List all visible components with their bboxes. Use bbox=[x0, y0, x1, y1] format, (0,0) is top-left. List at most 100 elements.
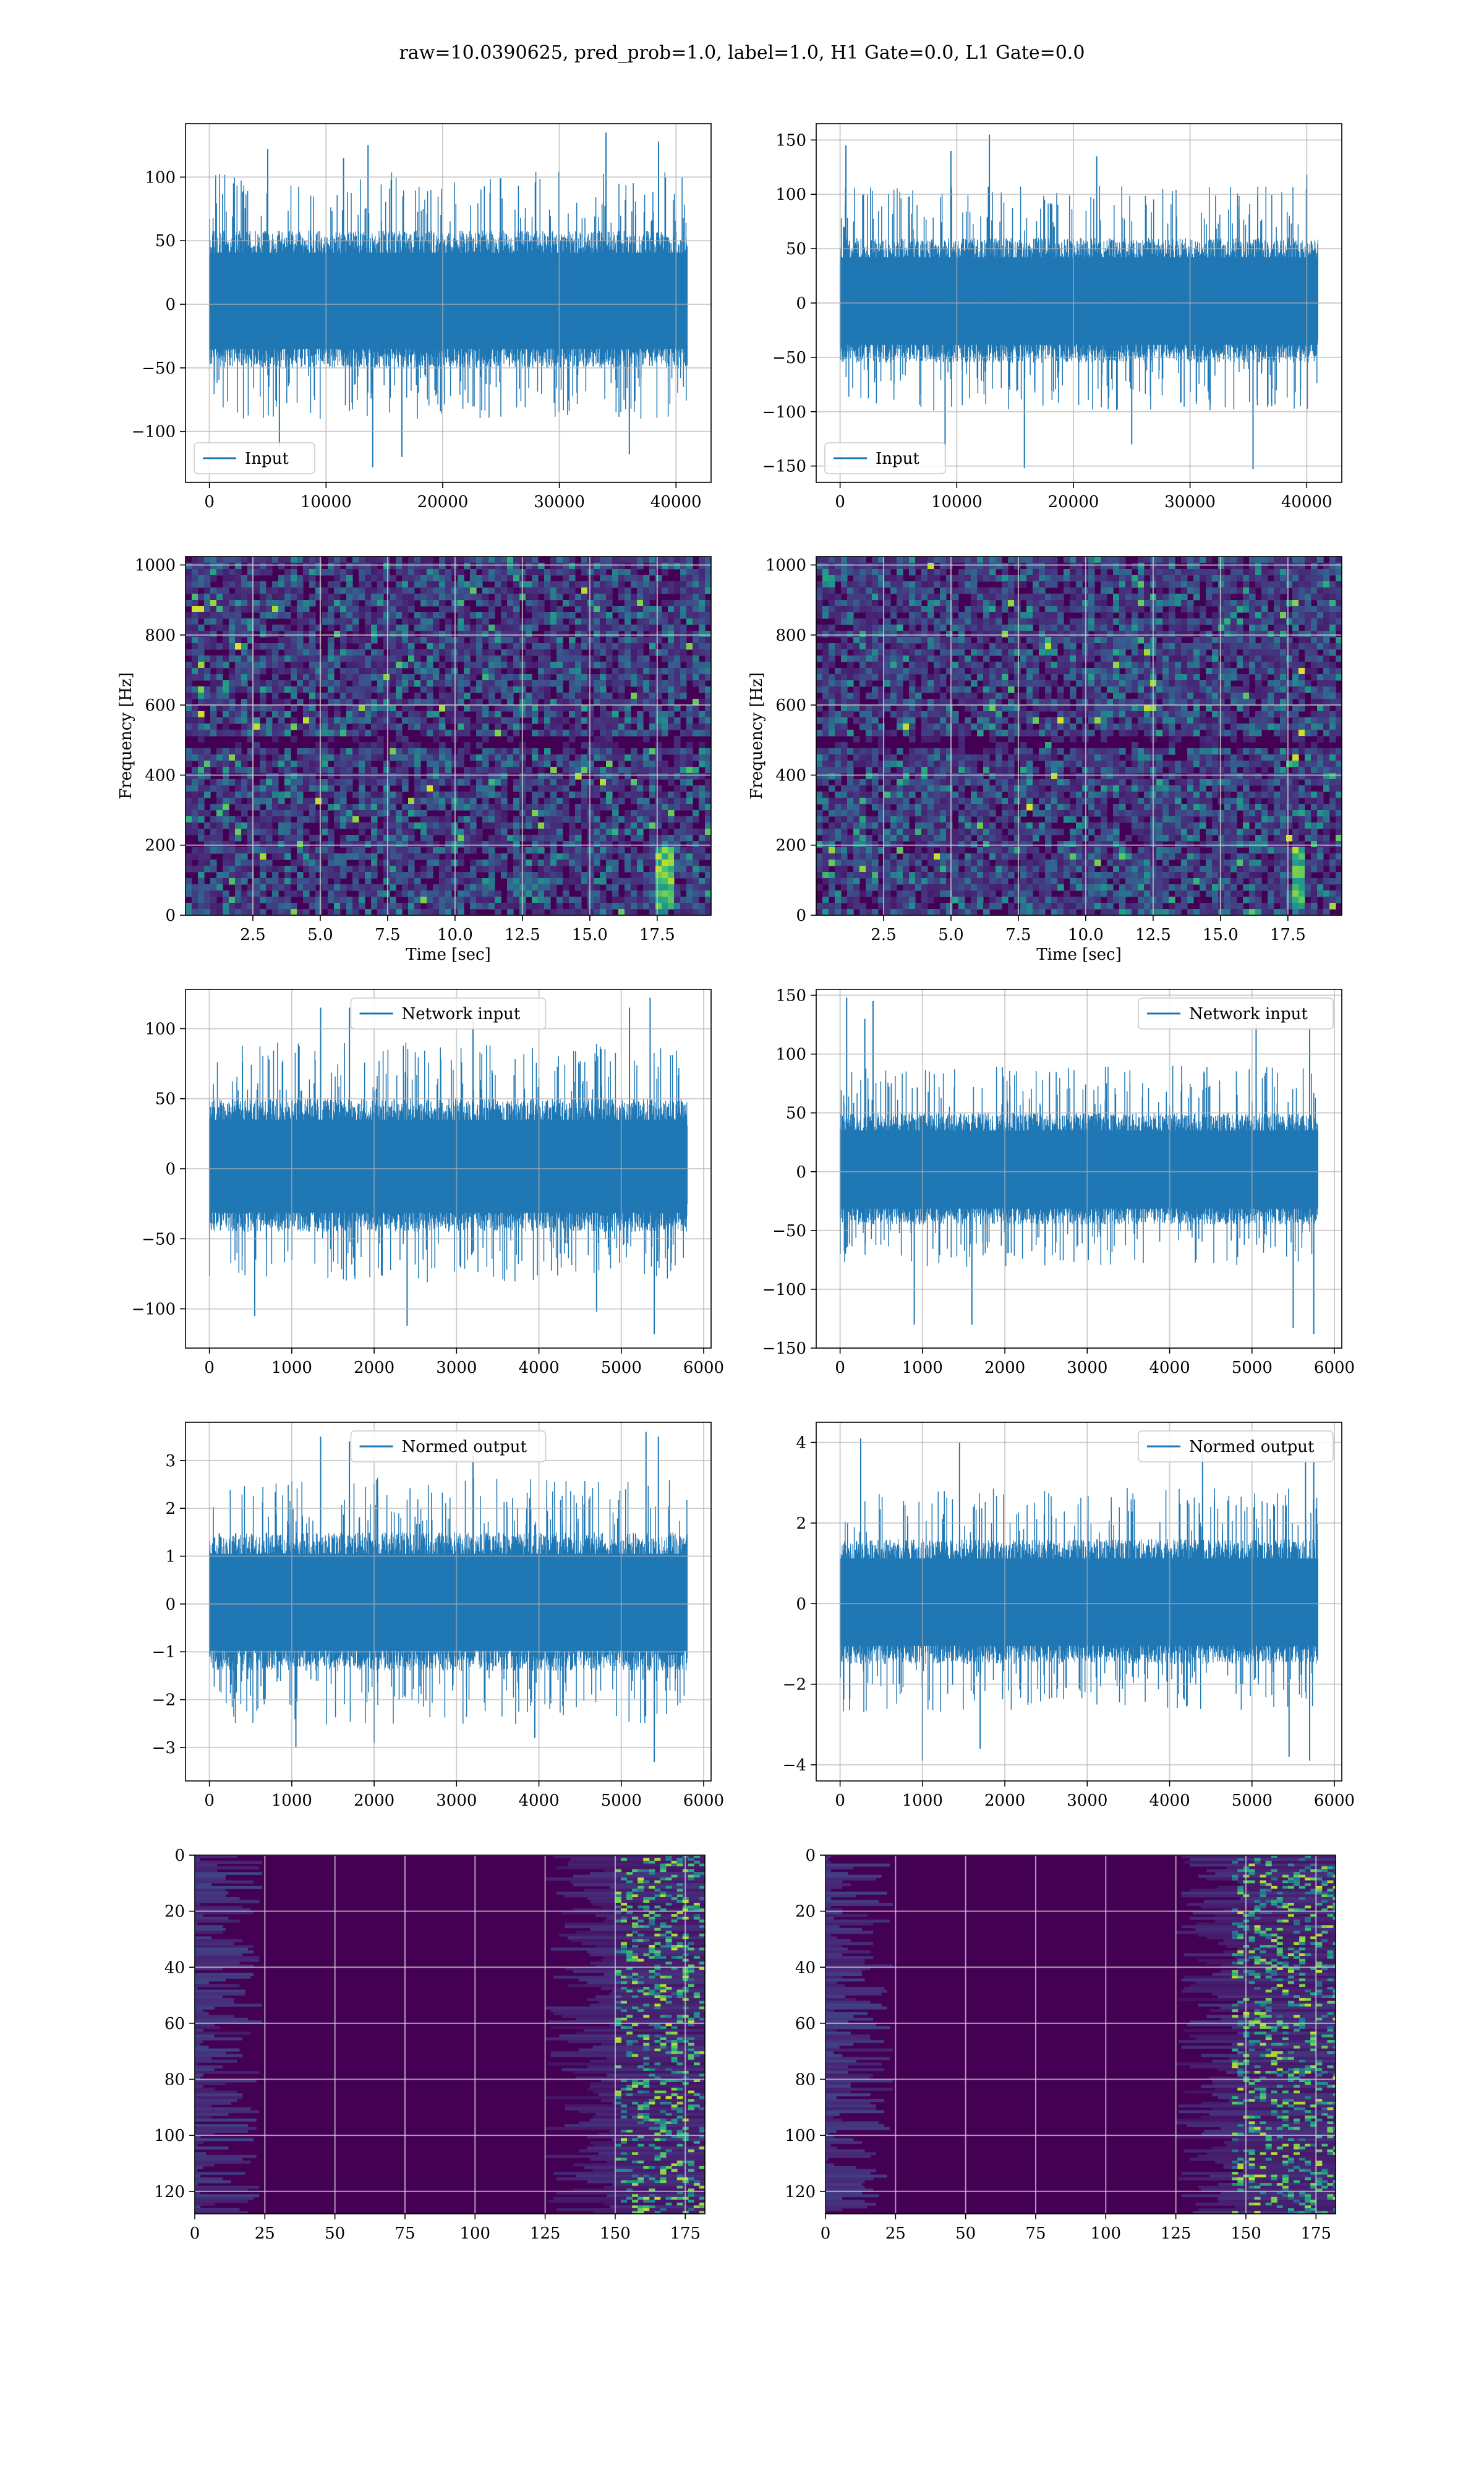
l1-normed-output-legend: Normed output bbox=[1138, 1431, 1333, 1462]
h1-feature-map-ytick-label: 40 bbox=[164, 1958, 185, 1977]
l1-spectrogram-plot-area bbox=[816, 557, 1342, 916]
h1-network-input-ytick-label: 50 bbox=[155, 1090, 176, 1109]
h1-network-input-xtick-label: 3000 bbox=[436, 1359, 477, 1377]
l1-network-input-xtick-label: 4000 bbox=[1149, 1359, 1190, 1377]
l1-input-ytick-label: 0 bbox=[796, 294, 806, 313]
l1-network-input-plot-area bbox=[840, 997, 1318, 1334]
l1-network-input-xtick-label: 1000 bbox=[902, 1359, 943, 1377]
h1-normed-output-xtick-label: 5000 bbox=[601, 1791, 642, 1810]
l1-network-input-ytick-label: 150 bbox=[775, 987, 806, 1005]
h1-input-legend-label: Input bbox=[245, 450, 289, 468]
h1-normed-output-ytick-label: −3 bbox=[152, 1739, 176, 1757]
h1-input-plot-area bbox=[210, 132, 688, 467]
h1-network-input-grid bbox=[186, 989, 711, 1348]
l1-normed-output-xtick-label: 1000 bbox=[902, 1791, 943, 1810]
h1-spectrogram-xtick-label: 12.5 bbox=[505, 926, 540, 944]
h1-normed-output-ytick-label: 2 bbox=[165, 1500, 176, 1518]
l1-feature-map-xtick-label: 50 bbox=[955, 2224, 976, 2243]
l1-network-input-xtick-label: 3000 bbox=[1067, 1359, 1107, 1377]
l1-normed-output-xtick-label: 0 bbox=[835, 1791, 845, 1810]
h1-network-input-xtick-label: 0 bbox=[204, 1359, 215, 1377]
l1-spectrogram-ytick-label: 0 bbox=[796, 907, 806, 925]
h1-feature-map-ytick-label: 0 bbox=[174, 1846, 185, 1865]
h1-normed-output-xtick-label: 3000 bbox=[436, 1791, 477, 1810]
l1-network-input-ytick-label: 100 bbox=[775, 1046, 806, 1064]
h1-feature-map-xtick-label: 175 bbox=[670, 2224, 701, 2243]
h1-spectrogram-ytick-label: 200 bbox=[145, 837, 176, 855]
h1-network-input-plot-area bbox=[210, 998, 688, 1334]
h1-normed-output-ytick-label: −2 bbox=[152, 1691, 176, 1710]
l1-input-plot-area bbox=[840, 135, 1318, 469]
l1-feature-map-ytick-label: 40 bbox=[795, 1958, 816, 1977]
l1-feature-map-xtick-label: 25 bbox=[885, 2224, 906, 2243]
h1-network-input-ytick-label: 100 bbox=[145, 1020, 176, 1038]
l1-feature-map-ytick-label: 0 bbox=[805, 1846, 816, 1865]
l1-spectrogram-xlabel: Time [sec] bbox=[1036, 946, 1122, 964]
l1-network-input-ytick-label: −100 bbox=[762, 1281, 806, 1299]
h1-input-ytick-label: 0 bbox=[165, 296, 176, 314]
l1-spectrogram-ytick-label: 400 bbox=[775, 766, 806, 785]
l1-normed-output-ytick-label: −2 bbox=[783, 1676, 806, 1694]
l1-input-ytick-label: −50 bbox=[772, 349, 806, 367]
l1-normed-output-plot-area bbox=[840, 1438, 1318, 1761]
l1-input-xtick-label: 40000 bbox=[1281, 493, 1333, 511]
l1-input-ytick-label: 50 bbox=[786, 240, 806, 258]
h1-spectrogram-plot-area bbox=[186, 557, 712, 916]
h1-network-input-xtick-label: 2000 bbox=[354, 1359, 394, 1377]
h1-spectrogram-ylabel: Frequency [Hz] bbox=[117, 672, 135, 800]
h1-network-input-ytick-label: −100 bbox=[132, 1300, 176, 1319]
h1-normed-output-xtick-label: 4000 bbox=[518, 1791, 559, 1810]
h1-input-xtick-label: 20000 bbox=[417, 493, 469, 511]
l1-feature-map-xtick-label: 75 bbox=[1025, 2224, 1046, 2243]
h1-spectrogram-ytick-label: 400 bbox=[145, 766, 176, 785]
l1-network-input-legend-label: Network input bbox=[1189, 1005, 1308, 1023]
l1-feature-map-ytick-label: 60 bbox=[795, 2015, 816, 2033]
h1-input-xtick-label: 0 bbox=[204, 493, 215, 511]
l1-normed-output-xtick-label: 3000 bbox=[1067, 1791, 1107, 1810]
l1-network-input-ytick-label: −150 bbox=[762, 1339, 806, 1358]
h1-normed-output-legend-label: Normed output bbox=[402, 1438, 527, 1456]
l1-spectrogram-ytick-label: 800 bbox=[775, 626, 806, 645]
h1-feature-map-ytick-label: 100 bbox=[154, 2127, 185, 2145]
l1-spectrogram-xtick-label: 15.0 bbox=[1203, 926, 1239, 944]
h1-normed-output-ytick-label: −1 bbox=[152, 1643, 176, 1662]
l1-spectrogram-xtick-label: 7.5 bbox=[1005, 926, 1031, 944]
h1-spectrogram-ytick-label: 1000 bbox=[135, 557, 176, 575]
l1-input-grid bbox=[816, 124, 1342, 482]
h1-network-input-ytick-label: −50 bbox=[142, 1230, 176, 1249]
l1-feature-map-plot-area bbox=[825, 1855, 1339, 2214]
h1-spectrogram-xtick-label: 10.0 bbox=[437, 926, 473, 944]
l1-feature-map-xtick-label: 150 bbox=[1230, 2224, 1261, 2243]
l1-spectrogram-xtick-label: 10.0 bbox=[1068, 926, 1104, 944]
l1-normed-output-ytick-label: −4 bbox=[783, 1756, 806, 1775]
l1-feature-map-xtick-label: 125 bbox=[1161, 2224, 1192, 2243]
h1-spectrogram-ytick-label: 800 bbox=[145, 626, 176, 645]
l1-spectrogram-xtick-label: 17.5 bbox=[1270, 926, 1306, 944]
l1-input-legend-label: Input bbox=[876, 450, 919, 468]
h1-network-input-ytick-label: 0 bbox=[165, 1160, 176, 1179]
l1-feature-map-ytick-label: 20 bbox=[795, 1903, 816, 1921]
l1-network-input-xtick-label: 0 bbox=[835, 1359, 845, 1377]
h1-network-input-xtick-label: 4000 bbox=[518, 1359, 559, 1377]
h1-feature-map-xtick-label: 50 bbox=[325, 2224, 345, 2243]
h1-feature-map-ytick-label: 80 bbox=[164, 2071, 185, 2090]
h1-feature-map-xtick-label: 0 bbox=[190, 2224, 200, 2243]
h1-input-ytick-label: 50 bbox=[155, 232, 176, 250]
l1-feature-map-xtick-label: 0 bbox=[821, 2224, 831, 2243]
h1-feature-map-ytick-label: 20 bbox=[164, 1903, 185, 1921]
l1-normed-output-ytick-label: 4 bbox=[796, 1434, 806, 1453]
l1-input-ytick-label: −100 bbox=[762, 403, 806, 422]
l1-normed-output-xtick-label: 6000 bbox=[1314, 1791, 1355, 1810]
l1-normed-output-xtick-label: 4000 bbox=[1149, 1791, 1190, 1810]
l1-input-legend: Input bbox=[825, 443, 945, 474]
l1-input-ytick-label: 100 bbox=[775, 186, 806, 204]
l1-spectrogram-ylabel: Frequency [Hz] bbox=[748, 672, 766, 800]
l1-input-xtick-label: 30000 bbox=[1164, 493, 1216, 511]
